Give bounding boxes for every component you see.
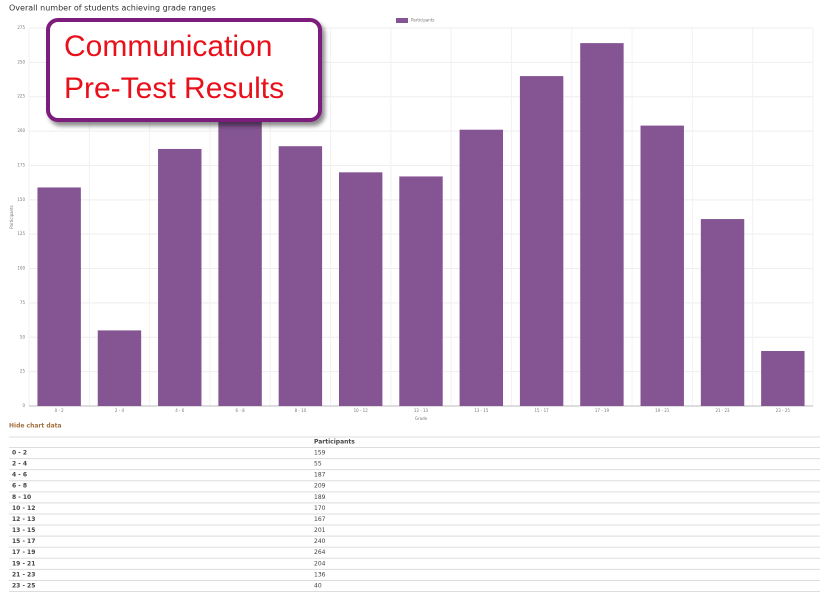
- x-tick-label: 15 - 17: [535, 408, 550, 413]
- x-tick-label: 23 - 25: [776, 408, 791, 413]
- table-row-label: 23 - 25: [12, 582, 35, 589]
- table-cell: 201: [314, 527, 326, 534]
- x-tick-label: 0 - 2: [55, 408, 65, 413]
- table-cell: 240: [314, 538, 326, 545]
- x-tick-label: 4 - 6: [175, 408, 185, 413]
- table-row-label: 17 - 19: [12, 549, 35, 556]
- table-cell: 170: [314, 505, 326, 512]
- y-tick-label: 0: [22, 403, 25, 408]
- x-tick-label: 12 - 13: [414, 408, 429, 413]
- x-tick-label: 13 - 15: [474, 408, 489, 413]
- table-row-label: 8 - 10: [12, 494, 31, 501]
- y-tick-label: 250: [17, 59, 25, 64]
- table-row-label: 2 - 4: [12, 461, 27, 468]
- y-tick-label: 100: [17, 266, 25, 271]
- bar: [97, 330, 142, 406]
- y-tick-label: 50: [20, 334, 26, 339]
- bar: [640, 125, 684, 407]
- callout-line: Pre-Test Results: [64, 72, 284, 105]
- legend-label: Participants: [411, 18, 435, 23]
- bar: [278, 146, 323, 406]
- bar: [519, 76, 564, 406]
- x-tick-label: 19 - 21: [655, 408, 670, 413]
- table-cell: 209: [314, 483, 326, 490]
- table-cell: 55: [314, 461, 322, 468]
- bar: [158, 148, 202, 406]
- table-cell: 187: [314, 472, 326, 479]
- legend-swatch: [396, 18, 408, 23]
- table-cell: 204: [314, 560, 326, 567]
- bar: [459, 129, 504, 406]
- table-row-label: 13 - 15: [12, 527, 35, 534]
- callout: Communication Pre-Test Results: [46, 18, 322, 122]
- table-row-label: 4 - 6: [12, 472, 27, 479]
- table-cell: 264: [314, 549, 326, 556]
- table-row-label: 21 - 23: [12, 571, 35, 578]
- y-tick-label: 225: [17, 94, 25, 99]
- callout-line: Communication: [64, 30, 272, 63]
- x-tick-label: 8 - 10: [295, 408, 307, 413]
- callout-box: [46, 18, 322, 122]
- y-tick-label: 25: [20, 369, 26, 374]
- bar: [761, 351, 805, 406]
- table-cell: 189: [314, 494, 326, 501]
- table-cell: 136: [314, 571, 326, 578]
- x-tick-label: 10 - 12: [354, 408, 369, 413]
- table-cell: 167: [314, 516, 326, 523]
- bar: [580, 43, 624, 407]
- y-tick-label: 175: [17, 162, 25, 167]
- y-tick-label: 75: [20, 300, 26, 305]
- table-cell: 159: [314, 450, 326, 457]
- x-tick-label: 21 - 23: [715, 408, 730, 413]
- table-row-label: 15 - 17: [12, 538, 35, 545]
- bar: [37, 187, 81, 406]
- y-tick-label: 275: [17, 25, 25, 30]
- bar: [218, 118, 262, 406]
- table-header: Participants: [314, 439, 355, 446]
- y-tick-label: 150: [17, 197, 25, 202]
- x-tick-label: 2 - 4: [115, 408, 125, 413]
- table-row-label: 0 - 2: [12, 450, 27, 457]
- x-tick-label: 6 - 8: [236, 408, 246, 413]
- y-tick-label: 200: [17, 128, 25, 133]
- y-axis-label: Participants: [9, 205, 14, 229]
- hide-chart-data[interactable]: Hide chart data: [9, 423, 62, 430]
- table-row-label: 6 - 8: [12, 483, 27, 490]
- chart-title: Overall number of students achieving gra…: [9, 4, 216, 13]
- bar: [700, 219, 745, 406]
- table-row-label: 10 - 12: [12, 505, 35, 512]
- x-tick-label: 17 - 19: [595, 408, 610, 413]
- table-row-label: 12 - 13: [12, 516, 35, 523]
- y-tick-label: 125: [17, 231, 25, 236]
- table-row-label: 19 - 21: [12, 560, 35, 567]
- table-cell: 40: [314, 582, 322, 589]
- x-axis-label: Grade: [415, 416, 428, 421]
- bar: [399, 176, 443, 406]
- bar: [338, 172, 383, 406]
